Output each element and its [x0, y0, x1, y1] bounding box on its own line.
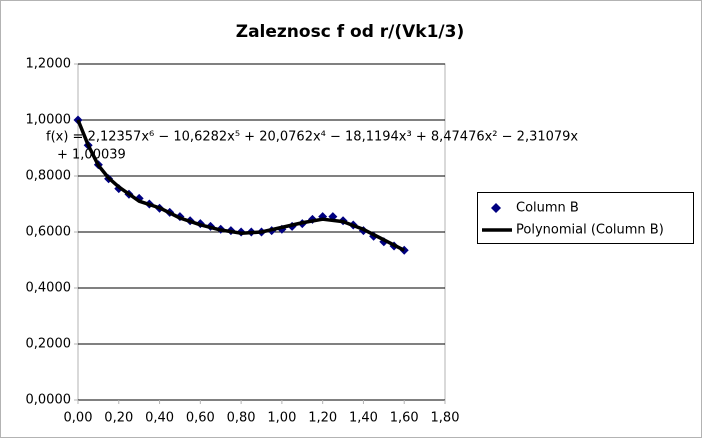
x-tick-label: 0,60 [186, 411, 215, 426]
y-tick-label: 0,2000 [26, 337, 72, 352]
x-tick-label: 0,80 [227, 411, 256, 426]
y-tick-label: 0,4000 [26, 281, 72, 296]
x-tick-label: 1,80 [431, 411, 460, 426]
trendline-equation: f(x) = 2,12357x⁶ − 10,6282x⁵ + 20,0762x⁴… [46, 130, 578, 145]
y-tick-label: 0,0000 [26, 393, 72, 408]
chart-title: Zaleznosc f od r/(Vk1/3) [236, 22, 465, 42]
y-tick-label: 0,8000 [26, 169, 72, 184]
legend-label: Polynomial (Column B) [516, 223, 664, 238]
x-tick-label: 1,40 [349, 411, 378, 426]
legend-box [477, 192, 694, 244]
legend-swatch [491, 203, 501, 213]
trendline-equation: + 1,00039 [57, 148, 126, 163]
x-tick-label: 0,40 [145, 411, 174, 426]
x-tick-label: 1,20 [308, 411, 337, 426]
x-tick-label: 0,20 [104, 411, 133, 426]
y-tick-label: 1,0000 [26, 113, 72, 128]
x-tick-label: 1,60 [390, 411, 419, 426]
legend-label: Column B [516, 201, 579, 216]
y-tick-label: 0,6000 [26, 225, 72, 240]
y-tick-label: 1,2000 [26, 57, 72, 72]
x-tick-label: 1,00 [267, 411, 296, 426]
x-tick-label: 0,00 [64, 411, 93, 426]
trendline [76, 119, 406, 252]
